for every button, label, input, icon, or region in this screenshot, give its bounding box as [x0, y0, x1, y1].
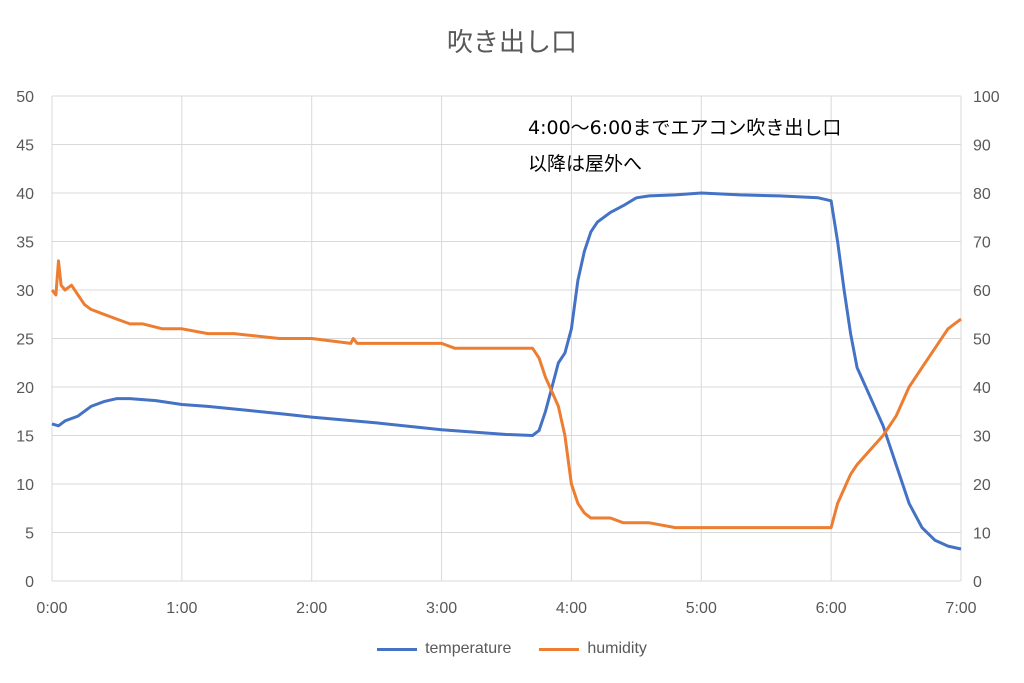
legend-item-temperature: temperature [377, 640, 511, 658]
y-right-tick-label: 60 [973, 283, 991, 300]
y-right-tick-label: 30 [973, 429, 991, 446]
y-left-tick-label: 50 [16, 89, 34, 106]
y-right-tick-label: 50 [973, 332, 991, 349]
y-left-tick-label: 5 [25, 526, 34, 543]
y-left-tick-label: 30 [16, 283, 34, 300]
legend-swatch-humidity [539, 647, 580, 651]
y-left-tick-label: 45 [16, 138, 34, 155]
x-tick-label: 1:00 [166, 600, 197, 617]
y-right-tick-label: 90 [973, 138, 991, 155]
y-right-tick-label: 80 [973, 186, 991, 203]
y-left-tick-label: 25 [16, 332, 34, 349]
legend-label-temperature: temperature [425, 640, 512, 657]
chart-annotation: 4:00～6:00までエアコン吹き出し口 以降は屋外へ [528, 110, 841, 182]
x-tick-label: 6:00 [816, 600, 847, 617]
legend-item-humidity: humidity [539, 640, 647, 658]
x-tick-label: 2:00 [296, 600, 327, 617]
y-right-tick-label: 0 [973, 574, 982, 591]
y-right-tick-label: 40 [973, 380, 991, 397]
y-left-tick-label: 0 [25, 574, 34, 591]
chart-legend: temperature humidity [0, 640, 1024, 658]
y-left-tick-label: 35 [16, 235, 34, 252]
y-left-tick-label: 40 [16, 186, 34, 203]
chart-title: 吹き出し口 [446, 28, 577, 58]
x-tick-label: 5:00 [686, 600, 717, 617]
y-right-tick-label: 70 [973, 235, 991, 252]
legend-label-humidity: humidity [587, 640, 647, 657]
series-line-temperature [51, 191, 962, 551]
annotation-line-1: 4:00～6:00までエアコン吹き出し口 [528, 117, 842, 139]
series-line-humidity [50, 259, 962, 530]
y-left-tick-label: 10 [16, 477, 34, 494]
y-right-tick-label: 10 [973, 526, 991, 543]
x-tick-label: 3:00 [426, 600, 457, 617]
y-right-tick-label: 20 [973, 477, 991, 494]
x-tick-label: 7:00 [945, 600, 976, 617]
y-left-tick-label: 15 [16, 429, 34, 446]
x-tick-label: 4:00 [556, 600, 587, 617]
x-tick-label: 0:00 [36, 600, 67, 617]
y-left-tick-label: 20 [16, 380, 34, 397]
annotation-line-2: 以降は屋外へ [528, 153, 643, 175]
legend-swatch-temperature [377, 647, 418, 651]
y-right-tick-label: 100 [973, 89, 1000, 106]
